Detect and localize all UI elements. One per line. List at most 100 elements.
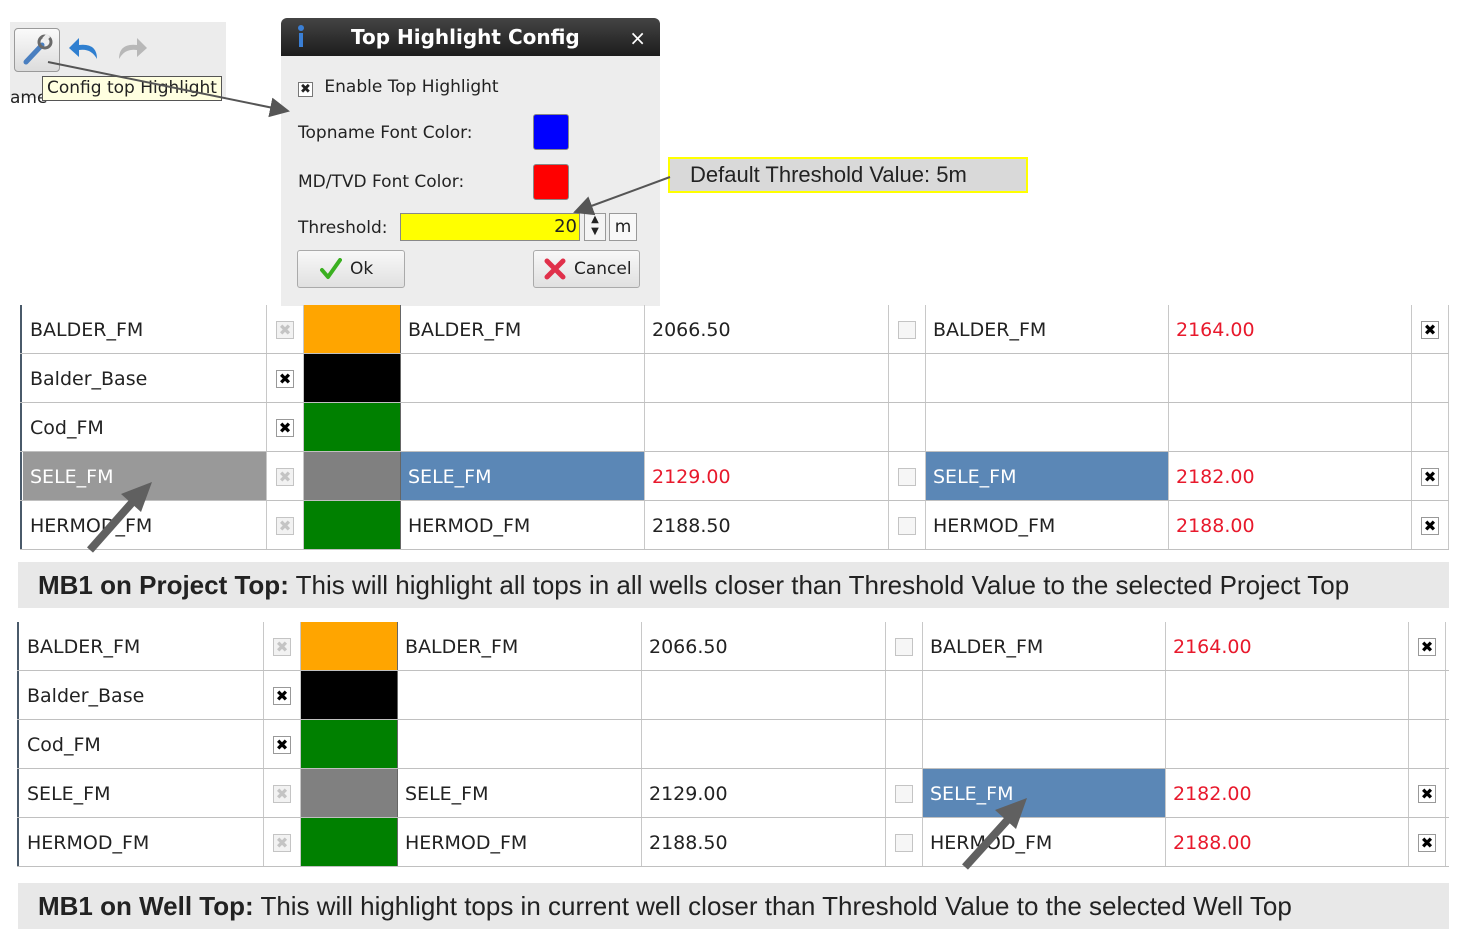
cancel-button[interactable]: Cancel [533, 250, 640, 288]
enable-top-highlight-row[interactable]: ✖ Enable Top Highlight [298, 77, 499, 97]
row-checkbox[interactable]: ✖ [276, 418, 294, 437]
cell-md2[interactable]: 2129.00 [642, 769, 886, 818]
cell-chk4[interactable]: ✖ [1412, 501, 1449, 550]
cell-check[interactable]: ✖ [264, 720, 301, 769]
cell-chk3[interactable] [889, 354, 926, 403]
cell-top2[interactable] [398, 720, 642, 769]
cell-md2[interactable]: 2188.50 [645, 501, 889, 550]
row-checkbox[interactable] [898, 516, 916, 535]
cell-name[interactable]: Balder_Base [20, 671, 264, 720]
cell-top3[interactable] [926, 403, 1169, 452]
row-checkbox[interactable]: ✖ [273, 735, 291, 754]
cell-top2[interactable]: HERMOD_FM [398, 818, 642, 867]
row-checkbox[interactable]: ✖ [273, 637, 291, 656]
cell-chk4[interactable]: ✖ [1409, 818, 1446, 867]
cell-color-swatch[interactable] [301, 769, 398, 818]
cell-name[interactable]: HERMOD_FM [20, 818, 264, 867]
cell-md2[interactable] [645, 403, 889, 452]
row-checkbox[interactable] [895, 833, 913, 852]
close-icon[interactable]: × [629, 26, 646, 50]
cell-chk4[interactable]: ✖ [1409, 622, 1446, 671]
cell-color-swatch[interactable] [301, 671, 398, 720]
cell-chk4[interactable] [1409, 720, 1446, 769]
row-checkbox[interactable]: ✖ [273, 833, 291, 852]
cell-md3[interactable]: 2182.00 [1166, 769, 1409, 818]
row-checkbox[interactable]: ✖ [273, 686, 291, 705]
row-checkbox[interactable]: ✖ [1418, 833, 1436, 852]
cell-chk3[interactable] [889, 305, 926, 354]
cell-top2[interactable] [401, 403, 645, 452]
cell-top3[interactable]: HERMOD_FM [926, 501, 1169, 550]
row-checkbox[interactable]: ✖ [276, 320, 294, 339]
topname-color-swatch[interactable] [533, 114, 569, 150]
row-checkbox[interactable]: ✖ [1421, 320, 1439, 339]
cell-top2[interactable] [398, 671, 642, 720]
row-checkbox[interactable]: ✖ [276, 467, 294, 486]
cell-name[interactable]: BALDER_FM [20, 622, 264, 671]
cell-chk4[interactable] [1412, 354, 1449, 403]
cell-check[interactable]: ✖ [264, 671, 301, 720]
cell-name[interactable]: Cod_FM [23, 403, 267, 452]
enable-checkbox[interactable]: ✖ [298, 82, 313, 97]
cell-chk3[interactable] [889, 403, 926, 452]
row-checkbox[interactable]: ✖ [1418, 637, 1436, 656]
cell-check[interactable]: ✖ [264, 818, 301, 867]
row-checkbox[interactable]: ✖ [273, 784, 291, 803]
cell-top3[interactable] [923, 671, 1166, 720]
cell-color-swatch[interactable] [301, 720, 398, 769]
cell-check[interactable]: ✖ [267, 354, 304, 403]
cell-chk3[interactable] [886, 818, 923, 867]
cell-top2[interactable]: BALDER_FM [401, 305, 645, 354]
cell-color-swatch[interactable] [304, 305, 401, 354]
cell-name[interactable]: SELE_FM [23, 452, 267, 501]
cell-top2[interactable]: HERMOD_FM [401, 501, 645, 550]
cell-chk4[interactable]: ✖ [1409, 769, 1446, 818]
cell-check[interactable]: ✖ [264, 622, 301, 671]
cell-md3[interactable]: 2182.00 [1169, 452, 1412, 501]
cell-name[interactable]: BALDER_FM [23, 305, 267, 354]
row-checkbox[interactable]: ✖ [1418, 784, 1436, 803]
cell-md2[interactable] [642, 720, 886, 769]
cell-md3[interactable]: 2164.00 [1166, 622, 1409, 671]
cell-top3[interactable]: SELE_FM [926, 452, 1169, 501]
md-tvd-color-swatch[interactable] [533, 164, 569, 200]
cell-md3[interactable] [1169, 354, 1412, 403]
config-highlight-button[interactable] [14, 28, 60, 72]
cell-check[interactable]: ✖ [267, 305, 304, 354]
ok-button[interactable]: Ok [297, 250, 405, 288]
row-checkbox[interactable] [895, 637, 913, 656]
cell-name[interactable]: Cod_FM [20, 720, 264, 769]
cell-check[interactable]: ✖ [267, 403, 304, 452]
cell-name[interactable]: SELE_FM [20, 769, 264, 818]
cell-md3[interactable]: 2188.00 [1166, 818, 1409, 867]
threshold-spinner[interactable]: ▲ ▼ [584, 213, 606, 241]
undo-button[interactable] [62, 28, 108, 72]
cell-name[interactable]: Balder_Base [23, 354, 267, 403]
cell-top3[interactable]: BALDER_FM [926, 305, 1169, 354]
cell-chk3[interactable] [886, 769, 923, 818]
cell-top3[interactable]: HERMOD_FM [923, 818, 1166, 867]
cell-chk3[interactable] [889, 501, 926, 550]
cell-top2[interactable]: SELE_FM [401, 452, 645, 501]
cell-color-swatch[interactable] [304, 403, 401, 452]
cell-chk4[interactable]: ✖ [1412, 305, 1449, 354]
cell-md3[interactable] [1166, 671, 1409, 720]
cell-color-swatch[interactable] [304, 501, 401, 550]
row-checkbox[interactable] [895, 784, 913, 803]
cell-md2[interactable] [642, 671, 886, 720]
row-checkbox[interactable]: ✖ [276, 369, 294, 388]
row-checkbox[interactable]: ✖ [1421, 467, 1439, 486]
cell-color-swatch[interactable] [301, 622, 398, 671]
cell-top2[interactable] [401, 354, 645, 403]
cell-color-swatch[interactable] [301, 818, 398, 867]
cell-md2[interactable]: 2066.50 [642, 622, 886, 671]
cell-color-swatch[interactable] [304, 452, 401, 501]
cell-check[interactable]: ✖ [267, 501, 304, 550]
redo-button[interactable] [108, 28, 154, 72]
cell-top3[interactable] [926, 354, 1169, 403]
row-checkbox[interactable] [898, 320, 916, 339]
cell-top3[interactable] [923, 720, 1166, 769]
cell-md3[interactable] [1169, 403, 1412, 452]
cell-chk4[interactable] [1412, 403, 1449, 452]
cell-chk3[interactable] [886, 671, 923, 720]
